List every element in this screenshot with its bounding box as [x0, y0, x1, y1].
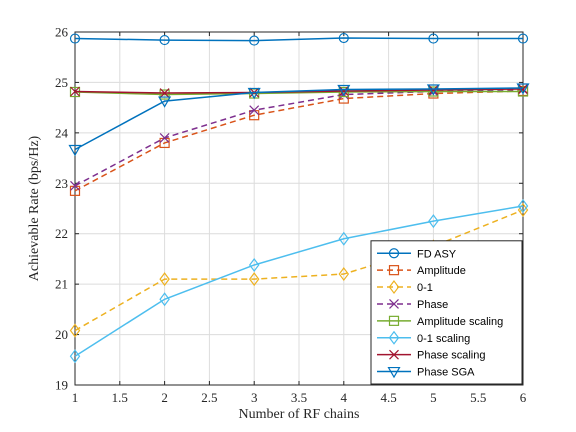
legend-marker: [389, 349, 399, 360]
series-line: [74, 88, 524, 94]
series-layer: [68, 32, 530, 364]
y-tick-label: 23: [55, 176, 68, 191]
series-fd-asy: [69, 32, 529, 46]
legend-marker: [388, 248, 400, 259]
data-point: [426, 84, 440, 96]
data-point: [428, 86, 439, 97]
legend-label: Phase SGA: [417, 367, 475, 379]
legend-marker: [388, 280, 400, 295]
data-point: [249, 105, 260, 116]
data-point: [247, 87, 261, 100]
data-point: [159, 89, 170, 100]
x-tick-label: 3.5: [291, 390, 307, 405]
y-tick-label: 25: [55, 75, 68, 90]
data-point: [70, 86, 80, 97]
data-point: [159, 132, 170, 143]
data-point: [248, 257, 260, 272]
legend-label: FD ASY: [417, 248, 457, 260]
series-line: [74, 90, 524, 192]
y-axis-label: Achievable Rate (bps/Hz): [27, 135, 42, 281]
data-point: [517, 198, 529, 213]
legend-item: Phase SGA: [377, 367, 475, 379]
series-0-1-scaling: [69, 198, 529, 364]
series-line: [74, 87, 524, 151]
y-tick-label: 19: [55, 378, 68, 393]
legend-item: Amplitude: [377, 265, 466, 277]
data-point: [159, 292, 170, 307]
data-point: [69, 349, 81, 364]
data-point: [248, 272, 260, 287]
x-tick-label: 5: [430, 390, 437, 405]
series-phase-sga: [68, 83, 530, 157]
y-tick-label: 20: [55, 327, 68, 342]
legend-item: 0-1 scaling: [377, 330, 470, 345]
data-point: [249, 35, 260, 46]
data-point: [518, 84, 528, 94]
data-point: [159, 272, 170, 287]
data-point: [428, 214, 439, 229]
x-axis: 1 1.5 2 2.5 3 3.5 4 4.5 5 5.5 6: [72, 32, 527, 405]
legend-marker: [388, 330, 400, 345]
data-point: [337, 84, 351, 97]
y-tick-label: 26: [55, 25, 69, 40]
series-line: [74, 37, 523, 42]
legend: FD ASY Amplitude 0-1 Phase Amplitude scaling…: [370, 240, 523, 385]
legend-item: 0-1: [377, 280, 433, 295]
x-tick-label: 5.5: [470, 390, 486, 405]
x-tick-label: 2: [161, 390, 168, 405]
data-point: [517, 33, 529, 44]
data-point: [159, 88, 170, 98]
data-point: [338, 86, 349, 96]
data-point: [70, 180, 80, 191]
y-axis: 19 20 21 22 23 24 25 26: [55, 25, 523, 393]
series-line: [74, 90, 523, 96]
x-axis-label: Number of RF chains: [239, 407, 360, 422]
legend-marker: [389, 299, 399, 309]
x-tick-label: 1.5: [112, 390, 128, 405]
data-point: [516, 83, 530, 95]
y-tick-label: 22: [55, 226, 68, 241]
legend-marker: [388, 265, 400, 276]
data-point: [69, 323, 81, 338]
x-tick-label: 4: [341, 390, 348, 405]
x-tick-label: 2.5: [201, 390, 217, 405]
legend-box: [370, 240, 523, 385]
data-point: [159, 34, 170, 46]
y-tick-label: 21: [55, 277, 68, 292]
legend-label: 0-1 scaling: [417, 333, 470, 345]
data-point: [158, 96, 172, 108]
series-line: [74, 205, 524, 357]
data-point: [517, 86, 529, 97]
y-tick-label: 24: [55, 125, 69, 140]
data-point: [428, 85, 439, 95]
data-point: [338, 32, 349, 44]
legend-label: Phase scaling: [417, 350, 486, 362]
legend-label: Amplitude: [417, 265, 466, 277]
series-line: [74, 209, 524, 332]
legend-item: Phase: [377, 299, 448, 311]
legend-marker: [388, 315, 400, 326]
data-point: [338, 86, 349, 98]
data-point: [428, 33, 439, 44]
data-point: [69, 33, 81, 44]
x-tick-label: 3: [251, 390, 258, 405]
legend-label: 0-1: [417, 282, 433, 294]
x-tick-label: 4.5: [380, 390, 396, 405]
x-tick-label: 6: [520, 390, 527, 405]
x-tick-label: 1: [72, 390, 79, 405]
legend-label: Amplitude scaling: [417, 316, 503, 328]
data-point: [338, 231, 350, 246]
legend-label: Phase: [417, 299, 448, 311]
legend-item: Amplitude scaling: [377, 315, 503, 328]
data-point: [68, 144, 82, 157]
legend-marker: [387, 366, 401, 379]
legend-item: FD ASY: [377, 248, 457, 260]
series-phase-scaling: [70, 84, 528, 98]
legend-item: Phase scaling: [377, 350, 486, 362]
data-point: [338, 267, 350, 282]
